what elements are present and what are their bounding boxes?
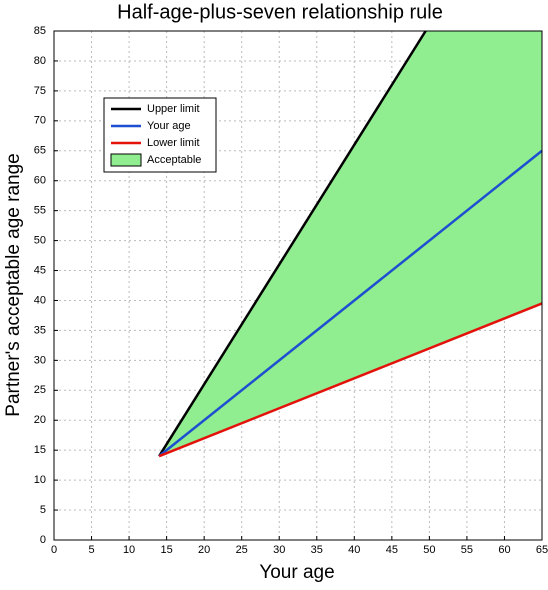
y-tick-label: 80 bbox=[34, 55, 46, 67]
line bbox=[158, 302, 543, 458]
x-tick-label: 45 bbox=[386, 544, 398, 556]
line bbox=[158, 30, 427, 457]
y-tick-label: 10 bbox=[34, 474, 46, 486]
y-tick-label: 5 bbox=[40, 504, 46, 516]
x-tick-label: 40 bbox=[348, 544, 360, 556]
x-tick-label: 60 bbox=[498, 544, 510, 556]
y-tick-label: 15 bbox=[34, 444, 46, 456]
line bbox=[158, 149, 543, 458]
y-tick-label: 20 bbox=[34, 414, 46, 426]
y-tick-label: 0 bbox=[40, 534, 46, 546]
legend-label: Acceptable bbox=[147, 154, 201, 166]
y-tick-label: 75 bbox=[34, 85, 46, 97]
x-axis-label: Your age bbox=[259, 562, 334, 583]
y-tick-label: 85 bbox=[34, 25, 46, 37]
y-tick-label: 40 bbox=[34, 294, 46, 306]
y-tick-label: 45 bbox=[34, 264, 46, 276]
x-tick-label: 15 bbox=[160, 544, 172, 556]
legend-label: Lower limit bbox=[147, 137, 200, 149]
y-tick-label: 50 bbox=[34, 234, 46, 246]
y-axis-label: Partner's acceptable age range bbox=[3, 153, 24, 416]
x-tick-label: 25 bbox=[236, 544, 248, 556]
legend-swatch bbox=[110, 153, 142, 167]
x-tick-label: 10 bbox=[123, 544, 135, 556]
legend-label: Upper limit bbox=[147, 103, 200, 115]
legend-label: Your age bbox=[147, 120, 191, 132]
x-tick-label: 20 bbox=[198, 544, 210, 556]
x-tick-label: 35 bbox=[311, 544, 323, 556]
x-tick-label: 0 bbox=[51, 544, 57, 556]
x-tick-label: 55 bbox=[461, 544, 473, 556]
x-tick-label: 50 bbox=[423, 544, 435, 556]
y-tick-label: 35 bbox=[34, 324, 46, 336]
y-tick-label: 55 bbox=[34, 205, 46, 217]
y-tick-label: 70 bbox=[34, 115, 46, 127]
plot-border bbox=[53, 30, 543, 541]
area bbox=[159, 31, 542, 457]
y-tick-label: 65 bbox=[34, 145, 46, 157]
x-tick-label: 30 bbox=[273, 544, 285, 556]
x-tick-label: 5 bbox=[88, 544, 94, 556]
y-tick-label: 60 bbox=[34, 175, 46, 187]
y-tick-label: 25 bbox=[34, 384, 46, 396]
x-tick-label: 65 bbox=[536, 544, 548, 556]
y-tick-label: 30 bbox=[34, 354, 46, 366]
chart-title: Half-age-plus-seven relationship rule bbox=[117, 1, 443, 23]
